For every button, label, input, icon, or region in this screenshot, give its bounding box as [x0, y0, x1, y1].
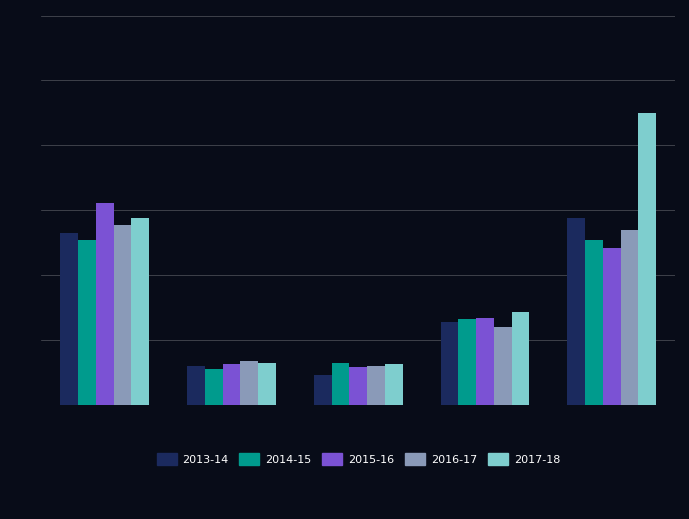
Bar — [114, 225, 132, 405]
Bar — [349, 367, 367, 405]
Bar — [367, 366, 385, 405]
Bar — [331, 363, 349, 405]
Bar — [78, 240, 96, 405]
Bar — [314, 375, 331, 405]
Bar — [512, 312, 529, 405]
Bar — [639, 113, 656, 405]
Legend: 2013-14, 2014-15, 2015-16, 2016-17, 2017-18: 2013-14, 2014-15, 2015-16, 2016-17, 2017… — [152, 449, 564, 469]
Bar — [223, 364, 240, 405]
Bar — [132, 217, 149, 405]
Bar — [61, 233, 78, 405]
Bar — [621, 229, 639, 405]
Bar — [494, 327, 512, 405]
Bar — [258, 363, 276, 405]
Bar — [205, 369, 223, 405]
Bar — [476, 318, 494, 405]
Bar — [187, 366, 205, 405]
Bar — [96, 203, 114, 405]
Bar — [240, 361, 258, 405]
Bar — [458, 320, 476, 405]
Bar — [385, 364, 402, 405]
Bar — [585, 240, 603, 405]
Bar — [603, 248, 621, 405]
Bar — [568, 217, 585, 405]
Bar — [441, 322, 458, 405]
